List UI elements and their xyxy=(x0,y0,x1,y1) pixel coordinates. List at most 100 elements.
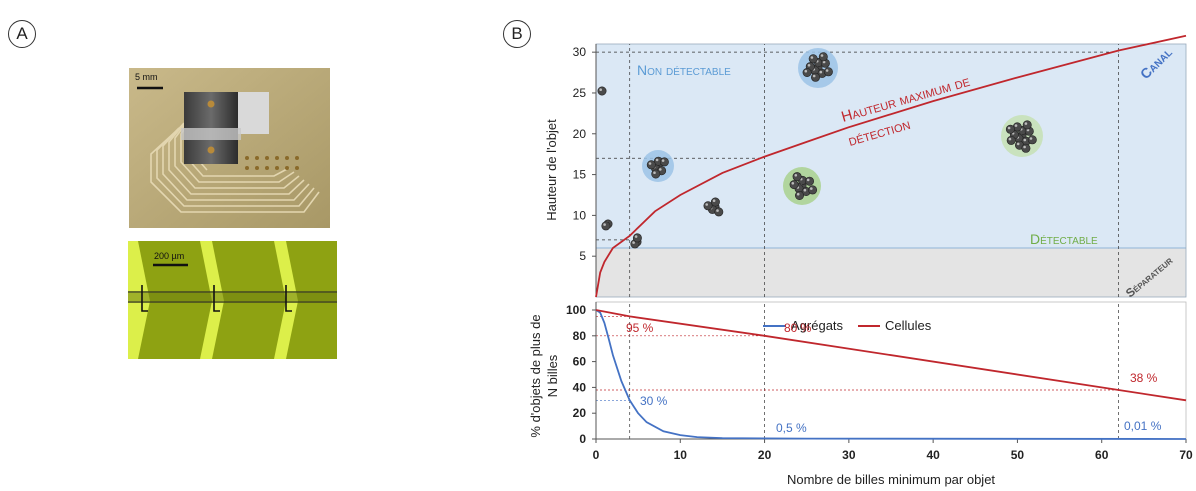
single-bead xyxy=(597,86,607,96)
cell-blue-bead-highlight xyxy=(648,162,652,165)
cell-green-large-bead-highlight xyxy=(1029,137,1033,140)
y-tick-label: 20 xyxy=(573,127,587,141)
cell-green-large-bead-highlight xyxy=(1016,142,1020,146)
cell-green-bead-highlight xyxy=(791,182,795,185)
legend-agregats-label: Agrégats xyxy=(791,318,844,333)
series-line-agregats xyxy=(595,309,1187,440)
cell-blue-large-bead xyxy=(802,68,812,78)
cell-blue-bead xyxy=(651,169,661,179)
panel-b-label: B xyxy=(503,20,531,48)
x-tick-label: 20 xyxy=(758,448,772,462)
cell-green-bead-highlight xyxy=(796,192,800,196)
y-tick-label: 30 xyxy=(573,45,587,59)
cell-green-bead xyxy=(804,176,814,186)
cell-green-large-bead-highlight xyxy=(1007,126,1011,130)
legend: Agrégats Cellules xyxy=(763,318,932,333)
x-tick-label: 50 xyxy=(1011,448,1025,462)
cell-blue-bead-highlight xyxy=(653,171,656,174)
cell-green-bead xyxy=(794,191,804,201)
cell-green-bead-highlight xyxy=(794,174,798,177)
cell-blue-large-bead xyxy=(818,52,828,62)
bead-pair-bead-highlight xyxy=(603,223,606,226)
cell-blue-large-bead-highlight xyxy=(804,69,808,73)
data-label: 80 % xyxy=(784,321,812,335)
cell-blue-large-bead xyxy=(808,54,818,64)
y-tick-label: 20 xyxy=(573,406,587,420)
cell-green-bead xyxy=(808,185,818,195)
cell-blue-large-bead-highlight xyxy=(822,60,826,64)
bead-aggregate-small-bead xyxy=(714,207,724,217)
bead-aggregate-small-bead-highlight xyxy=(712,199,716,202)
x-axis-label: Nombre de billes minimum par objet xyxy=(787,472,995,487)
bead-triplet-bead-highlight xyxy=(632,241,635,244)
cell-green-large-bead xyxy=(1021,143,1031,153)
bead-aggregate-small-bead xyxy=(710,197,720,207)
x-tick-label: 30 xyxy=(842,448,856,462)
bead-aggregate-small-bead-highlight xyxy=(716,209,719,212)
pcb-photo: 5 mm xyxy=(129,68,330,228)
cell-green-large-bead xyxy=(1027,135,1037,145)
cell-blue-bead-highlight xyxy=(661,159,665,162)
panel-a-label: A xyxy=(8,20,36,48)
bead-aggregate-small xyxy=(703,197,724,217)
cell-blue-large-bead xyxy=(823,67,833,77)
bead-triplet-bead xyxy=(632,233,642,243)
cell-green-large-bead xyxy=(1005,124,1015,134)
y-tick-label: 0 xyxy=(579,432,586,446)
legend-cellules-label: Cellules xyxy=(885,318,932,333)
cell-blue-large-bead-highlight xyxy=(810,56,814,59)
cell-blue xyxy=(642,150,674,182)
data-label: 30 % xyxy=(640,394,668,408)
x-tick-label: 60 xyxy=(1095,448,1109,462)
cell-blue-bead-highlight xyxy=(659,168,662,171)
bead-pair-bead xyxy=(601,221,611,231)
bead-pair xyxy=(601,219,613,231)
bead-aggregate-small-bead xyxy=(703,201,713,211)
cell-green-bead-highlight xyxy=(810,187,813,190)
y-tick-label: 25 xyxy=(573,86,587,100)
y-tick-label: 40 xyxy=(573,380,587,394)
data-label: 0,5 % xyxy=(776,421,807,435)
percent-objects-plot: 0 20 40 60 80 100 0 10 20 30 40 50 60 70 Nombre de bil… xyxy=(528,301,1193,487)
cell-green-large-bead-highlight xyxy=(1008,137,1012,141)
x-tick-label: 0 xyxy=(593,448,600,462)
x-tick-label: 70 xyxy=(1179,448,1193,462)
series-line-cellules xyxy=(595,309,1187,402)
single-bead-bead xyxy=(597,86,607,96)
y-tick-label: 10 xyxy=(573,208,587,222)
cell-blue-large-bead-highlight xyxy=(825,69,829,72)
micrograph-drawing: 200 µm xyxy=(128,241,337,359)
height-vs-beads-plot: 5 10 15 20 25 30 Hauteur de l'objet Non détecta… xyxy=(544,34,1187,300)
cell-green xyxy=(783,167,821,205)
cell-green-large-bead-highlight xyxy=(1023,145,1026,149)
separator-region xyxy=(596,248,1186,297)
cell-blue-large-bead-highlight xyxy=(812,74,816,78)
data-label: 95 % xyxy=(626,321,654,335)
cell-blue-large-bead-highlight xyxy=(820,54,824,57)
data-label: 38 % xyxy=(1130,371,1158,385)
canal-region xyxy=(596,44,1186,249)
y-tick-label: 5 xyxy=(579,249,586,263)
x-tick-label: 40 xyxy=(926,448,940,462)
y-tick-label: 60 xyxy=(573,355,587,369)
cell-blue-bead xyxy=(659,157,669,167)
x-tick-label: 10 xyxy=(674,448,688,462)
y-tick-label: 100 xyxy=(566,303,586,317)
detectable-label: Détectable xyxy=(1030,231,1098,247)
single-bead-bead-highlight xyxy=(599,88,602,91)
cell-blue-bead-highlight xyxy=(655,158,659,162)
cell-blue-bead xyxy=(646,160,656,170)
cell-blue-large-bead-highlight xyxy=(807,64,811,67)
cell-green-large-bead xyxy=(1006,135,1016,145)
detection-curve xyxy=(595,34,1187,298)
data-label: 0,01 % xyxy=(1124,419,1162,433)
electrode-micrograph: 200 µm xyxy=(128,241,337,359)
cell-green-large-bead-highlight xyxy=(1024,122,1028,125)
cell-green-bead-highlight xyxy=(803,188,807,192)
y-tick-label: 80 xyxy=(573,329,587,343)
y-axis-label-line2: N billes xyxy=(545,354,560,397)
non-detectable-label: Non détectable xyxy=(637,62,731,78)
bead-aggregate-small-bead-highlight xyxy=(705,203,708,206)
cell-green-large xyxy=(1001,115,1043,157)
